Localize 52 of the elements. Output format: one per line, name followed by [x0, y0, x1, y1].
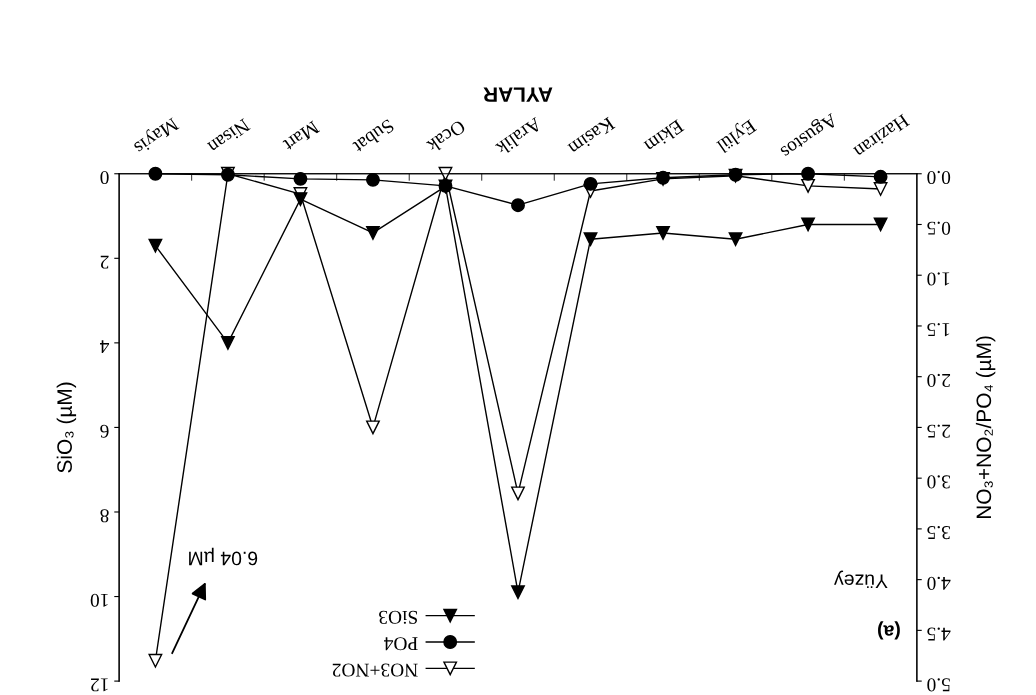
point	[366, 172, 380, 187]
point	[801, 166, 816, 181]
point	[220, 335, 235, 350]
point	[873, 182, 888, 196]
y-tick-label: 4.5	[927, 627, 951, 641]
point	[366, 420, 380, 435]
annotation: (a)	[878, 621, 900, 640]
x-tick-label: Subat	[352, 118, 396, 155]
point	[801, 178, 816, 193]
y2-tick-label: 6	[100, 424, 109, 438]
point	[148, 653, 163, 668]
legend-label: SiO3	[379, 610, 417, 624]
point	[366, 225, 380, 240]
point	[728, 232, 743, 247]
y-tick-label: 1.0	[927, 272, 950, 286]
point	[293, 171, 308, 186]
point	[801, 217, 816, 232]
point	[583, 232, 598, 247]
y2-tick-label: 0	[100, 170, 109, 185]
legend-label: PO4	[384, 637, 418, 651]
point	[656, 225, 670, 240]
point	[583, 176, 598, 191]
y-tick-label: 3.0	[927, 475, 950, 489]
y-tick-label: 0.0	[927, 170, 951, 185]
y-tick-label: 2.0	[927, 373, 951, 388]
y2-tick-label: 4	[100, 340, 110, 354]
y2-tick-label: 2	[100, 255, 109, 269]
x-tick-label: Ekim	[643, 119, 685, 154]
point	[511, 198, 525, 213]
annotation: 6.04 µM	[189, 547, 258, 566]
y2-tick-label: 8	[100, 509, 109, 523]
y2-tick-label: 10	[90, 593, 108, 607]
x-axis-title: AYLAR	[483, 87, 553, 102]
point	[873, 217, 888, 232]
legend-label: NO3+NO2	[332, 663, 418, 677]
y-axis-title: NO₃+NO₂/PO₄ (µM)	[975, 336, 996, 519]
point	[148, 238, 163, 253]
point	[293, 192, 308, 207]
annotation: Yüzey	[834, 570, 888, 588]
y-tick-label: 3.5	[927, 526, 950, 540]
x-tick-label: Nisan	[206, 118, 251, 155]
y-tick-label: 4.0	[927, 576, 951, 590]
point	[511, 486, 525, 501]
y-tick-label: 1.5	[927, 323, 950, 337]
x-tick-label: Ocak	[425, 119, 467, 154]
y2-axis-title: SiO₃ (µM)	[56, 382, 77, 473]
y-tick-label: 0.5	[927, 221, 951, 235]
y2-tick-label: 12	[91, 678, 108, 692]
x-tick-label: Mart	[282, 120, 321, 153]
y-tick-label: 5.0	[927, 678, 950, 692]
y-tick-label: 2.5	[927, 424, 951, 438]
point	[511, 585, 525, 600]
